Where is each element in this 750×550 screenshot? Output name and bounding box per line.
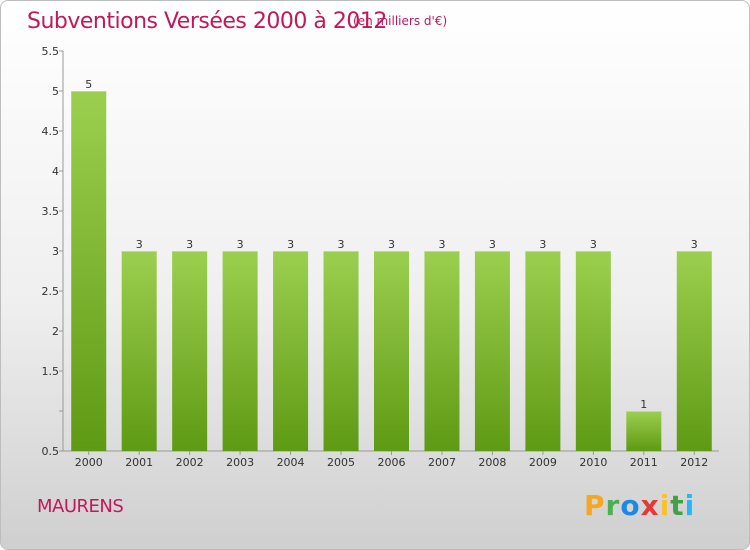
x-tick-label-2007: 2007 <box>428 456 456 469</box>
y-tick-label: 5.5 <box>42 45 60 58</box>
data-label-2009: 3 <box>539 238 546 251</box>
y-tick-label: 5 <box>52 85 59 98</box>
x-tick-label-2001: 2001 <box>125 456 153 469</box>
x-tick-label-2002: 2002 <box>176 456 204 469</box>
data-label-2012: 3 <box>691 238 698 251</box>
bar-2007[interactable] <box>424 251 460 451</box>
data-label-2010: 3 <box>590 238 597 251</box>
data-label-2006: 3 <box>388 238 395 251</box>
data-label-2007: 3 <box>438 238 445 251</box>
bar-2004[interactable] <box>273 251 309 451</box>
x-tick-label-2004: 2004 <box>277 456 305 469</box>
bar-2003[interactable] <box>222 251 258 451</box>
x-tick-label-2008: 2008 <box>478 456 506 469</box>
proxiti-logo[interactable]: Proxiti <box>584 489 696 522</box>
y-tick-label: 4 <box>52 165 59 178</box>
chart-subtitle: (en milliers d'€) <box>353 14 448 28</box>
bar-2001[interactable] <box>121 251 157 451</box>
bar-2012[interactable] <box>676 251 712 451</box>
x-tick-label-2010: 2010 <box>579 456 607 469</box>
y-tick-label: 1.5 <box>42 365 60 378</box>
bar-2005[interactable] <box>323 251 359 451</box>
bar-2010[interactable] <box>575 251 611 451</box>
y-tick-label: 0.5 <box>42 445 60 458</box>
data-label-2008: 3 <box>489 238 496 251</box>
data-label-2002: 3 <box>186 238 193 251</box>
bar-2006[interactable] <box>374 251 409 451</box>
x-tick-label-2000: 2000 <box>75 456 103 469</box>
chart-title: Subventions Versées 2000 à 2012 <box>27 9 387 34</box>
data-label-2000: 5 <box>85 78 92 91</box>
data-label-2005: 3 <box>338 238 345 251</box>
bar-2008[interactable] <box>474 251 510 451</box>
bar-2000[interactable] <box>71 91 107 451</box>
bar-2009[interactable] <box>525 251 561 451</box>
y-tick-label: 3 <box>52 245 59 258</box>
x-tick-label-2011: 2011 <box>630 456 658 469</box>
data-label-2004: 3 <box>287 238 294 251</box>
y-tick-label: 2 <box>52 325 59 338</box>
x-tick-label-2005: 2005 <box>327 456 355 469</box>
commune-name: MAURENS <box>37 496 124 517</box>
x-tick-label-2006: 2006 <box>378 456 406 469</box>
x-tick-label-2009: 2009 <box>529 456 557 469</box>
data-label-2001: 3 <box>136 238 143 251</box>
y-tick-label: 3.5 <box>42 205 60 218</box>
x-tick-label-2003: 2003 <box>226 456 254 469</box>
y-tick-label: 4.5 <box>42 125 60 138</box>
data-label-2011: 1 <box>640 398 647 411</box>
data-label-2003: 3 <box>237 238 244 251</box>
bar-2002[interactable] <box>172 251 208 451</box>
x-tick-label-2012: 2012 <box>680 456 708 469</box>
bar-2011[interactable] <box>626 411 662 451</box>
y-tick-label: 2.5 <box>42 285 60 298</box>
